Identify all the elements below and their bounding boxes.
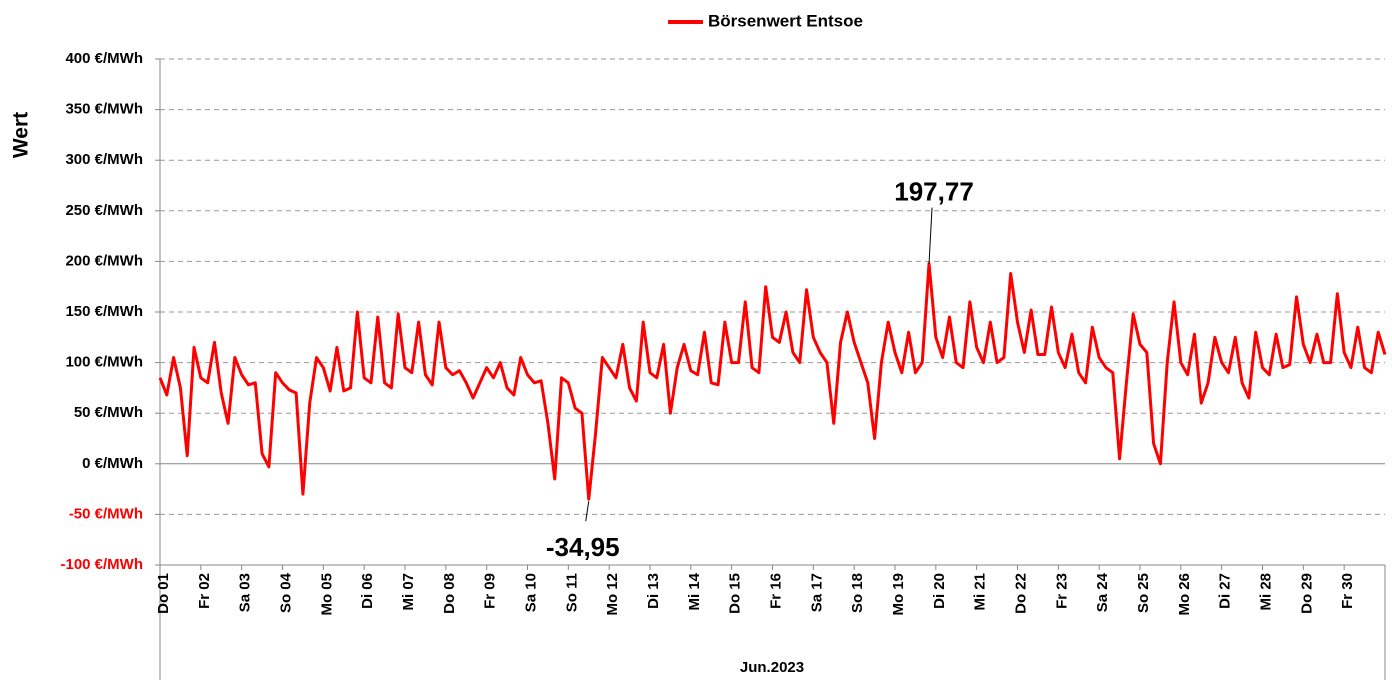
data-line [158,262,1387,501]
x-tick-label: Fr 23 [1053,573,1070,609]
x-tick-label: Mi 28 [1257,573,1274,611]
x-tick-label: Do 29 [1298,573,1315,614]
y-tick-label: 100 €/MWh [65,354,143,371]
x-tick-label: Fr 16 [767,573,784,609]
annotation-leader [585,501,590,522]
y-tick-label: 0 €/MWh [82,455,143,472]
x-tick-label: Mi 07 [400,573,417,611]
x-tick-label: So 18 [849,573,866,613]
x-tick-label: Do 15 [727,573,744,614]
legend-label: Börsenwert Entsoe [708,11,863,30]
x-tick-label: Fr 02 [196,573,213,609]
x-tick-label: Di 20 [931,573,948,609]
y-tick-label: -100 €/MWh [60,556,143,573]
x-tick-label: So 04 [277,572,294,613]
x-tick-label: So 11 [563,573,580,612]
x-tick-label: Do 08 [441,573,458,614]
x-tick-label: Sa 17 [808,573,825,612]
x-tick-label: Di 27 [1217,573,1234,609]
x-tick-label: Mo 19 [890,573,907,616]
x-tick-label: Do 22 [1012,573,1029,614]
x-tick-label: Do 01 [155,573,172,614]
x-tick-label: Mo 26 [1176,573,1193,616]
y-axis-title: Wert [10,112,33,158]
x-group-label: Jun.2023 [740,659,804,676]
y-tick-label: 200 €/MWh [65,252,143,269]
x-tick-label: Sa 24 [1094,572,1111,612]
y-tick-label: -50 €/MWh [69,505,143,522]
x-tick-label: Mi 21 [972,573,989,611]
y-tick-label: 300 €/MWh [65,151,143,168]
y-tick-label: 50 €/MWh [74,404,143,421]
y-tick-label: 150 €/MWh [65,303,143,320]
x-tick-label: Fr 30 [1339,573,1356,609]
x-tick-label: Di 06 [359,573,376,609]
x-tick-label: Sa 03 [237,573,254,612]
x-tick-label: Fr 09 [482,573,499,609]
annotation-leader [928,207,933,264]
y-tick-label: 250 €/MWh [65,202,143,219]
annotation: 197,77 [894,177,974,207]
annotation: -34,95 [546,532,620,562]
x-tick-label: Mi 14 [686,572,703,610]
x-tick-label: Mo 12 [604,573,621,616]
y-tick-label: 400 €/MWh [65,50,143,67]
x-tick-label: Mo 05 [318,573,335,616]
x-tick-label: So 25 [1135,573,1152,613]
x-tick-label: Sa 10 [522,573,539,612]
x-tick-label: Di 13 [645,573,662,609]
y-tick-label: 350 €/MWh [65,101,143,118]
